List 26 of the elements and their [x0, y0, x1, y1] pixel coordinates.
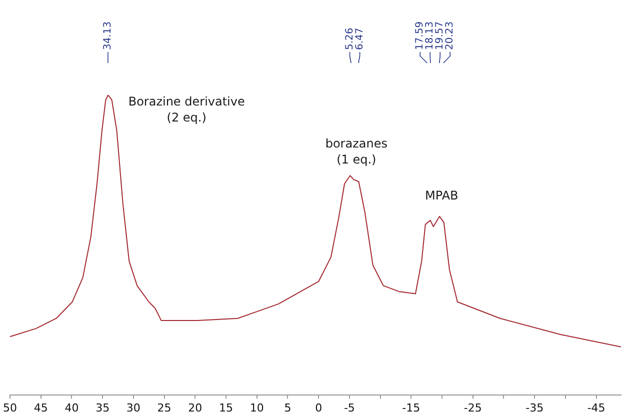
x-tick-label: 15 — [219, 401, 234, 414]
x-tick-label: 50 — [3, 401, 17, 414]
annotation: borazanes (1 eq.) — [325, 136, 388, 166]
x-tick-label: 45 — [34, 401, 48, 414]
x-tick-label: 20 — [188, 401, 202, 414]
annotation: 18.13 — [424, 21, 436, 50]
annotation: MPAB — [424, 188, 458, 203]
x-tick-label: -45 — [587, 401, 606, 414]
annotation: 19.57 — [434, 21, 446, 50]
annotation: 20.23 — [444, 21, 456, 50]
x-tick-label: 30 — [126, 401, 140, 414]
annotation: 17.59 — [414, 21, 426, 50]
x-tick-label: -5 — [344, 401, 355, 414]
annotation: 6.47 — [354, 28, 366, 50]
x-tick-label: 35 — [96, 401, 110, 414]
x-tick-label: 10 — [250, 401, 264, 414]
annotation: 5.26 — [344, 28, 356, 50]
x-tick-label: 0 — [315, 401, 322, 414]
annotation: Borazine derivative (2 eq.) — [128, 94, 245, 125]
x-tick-label: -15 — [402, 401, 420, 414]
x-tick-label: -25 — [464, 401, 482, 414]
x-tick-label: -35 — [526, 401, 544, 414]
x-tick-label: 5 — [284, 401, 292, 414]
annotation: 34.13 — [102, 21, 114, 50]
x-tick-label: 25 — [157, 401, 172, 414]
x-tick-label: 40 — [64, 401, 79, 414]
